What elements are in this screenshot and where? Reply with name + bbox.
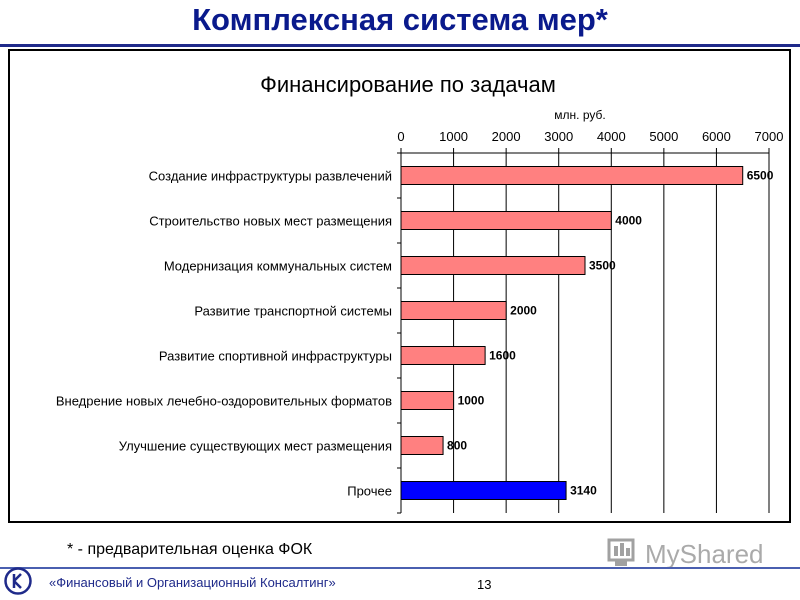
y-tick-label: Создание инфраструктуры развлечений (149, 169, 392, 184)
title-divider (0, 44, 800, 47)
footnote: * - предварительная оценка ФОК (67, 541, 313, 558)
footer-divider (0, 567, 800, 569)
bar (400, 346, 486, 365)
y-tick-label: Развитие спортивной инфраструктуры (159, 349, 392, 364)
bar (400, 166, 744, 185)
data-label: 3500 (589, 259, 616, 273)
x-tick-label: 0 (397, 129, 404, 144)
x-tick-label: 4000 (597, 129, 626, 144)
bar (400, 391, 455, 410)
y-tick-label: Прочее (347, 484, 392, 499)
slide-title: Комплексная система мер* (192, 2, 608, 37)
company-logo-icon (4, 567, 32, 595)
data-label: 1600 (489, 349, 516, 363)
data-label: 4000 (615, 214, 642, 228)
bar (400, 211, 612, 230)
data-label: 1000 (458, 394, 485, 408)
x-tick-label: 3000 (544, 129, 573, 144)
data-label: 2000 (510, 304, 537, 318)
bar (400, 256, 586, 275)
bar (400, 436, 444, 455)
y-tick-label: Внедрение новых лечебно-оздоровительных … (56, 394, 392, 409)
company-name: «Финансовый и Организационный Консалтинг… (49, 575, 336, 590)
x-tick-label: 5000 (649, 129, 678, 144)
chart-frame: Финансирование по задачам млн. руб. 0 1000 2… (8, 49, 791, 523)
x-tick-label: 2000 (492, 129, 521, 144)
y-tick-label: Модернизация коммунальных систем (164, 259, 392, 274)
x-tick-label: 1000 (439, 129, 468, 144)
watermark-logo: MyShared (607, 538, 764, 569)
data-label: 3140 (570, 484, 597, 498)
chart-title: Финансирование по задачам (260, 72, 556, 97)
page-number: 13 (477, 577, 492, 592)
data-label: 6500 (747, 169, 774, 183)
y-tick-label: Развитие транспортной системы (194, 304, 392, 319)
y-tick-label: Улучшение существующих мест размещения (119, 439, 392, 454)
watermark-text: MyShared (645, 539, 764, 569)
chart-unit-label: млн. руб. (554, 108, 605, 122)
bar (400, 481, 567, 500)
x-tick-label: 7000 (755, 129, 784, 144)
y-tick-label: Строительство новых мест размещения (149, 214, 392, 229)
bar-chart: Финансирование по задачам млн. руб. 0 1000 2… (56, 72, 784, 514)
x-tick-label: 6000 (702, 129, 731, 144)
bar (400, 301, 507, 320)
data-label: 800 (447, 439, 467, 453)
